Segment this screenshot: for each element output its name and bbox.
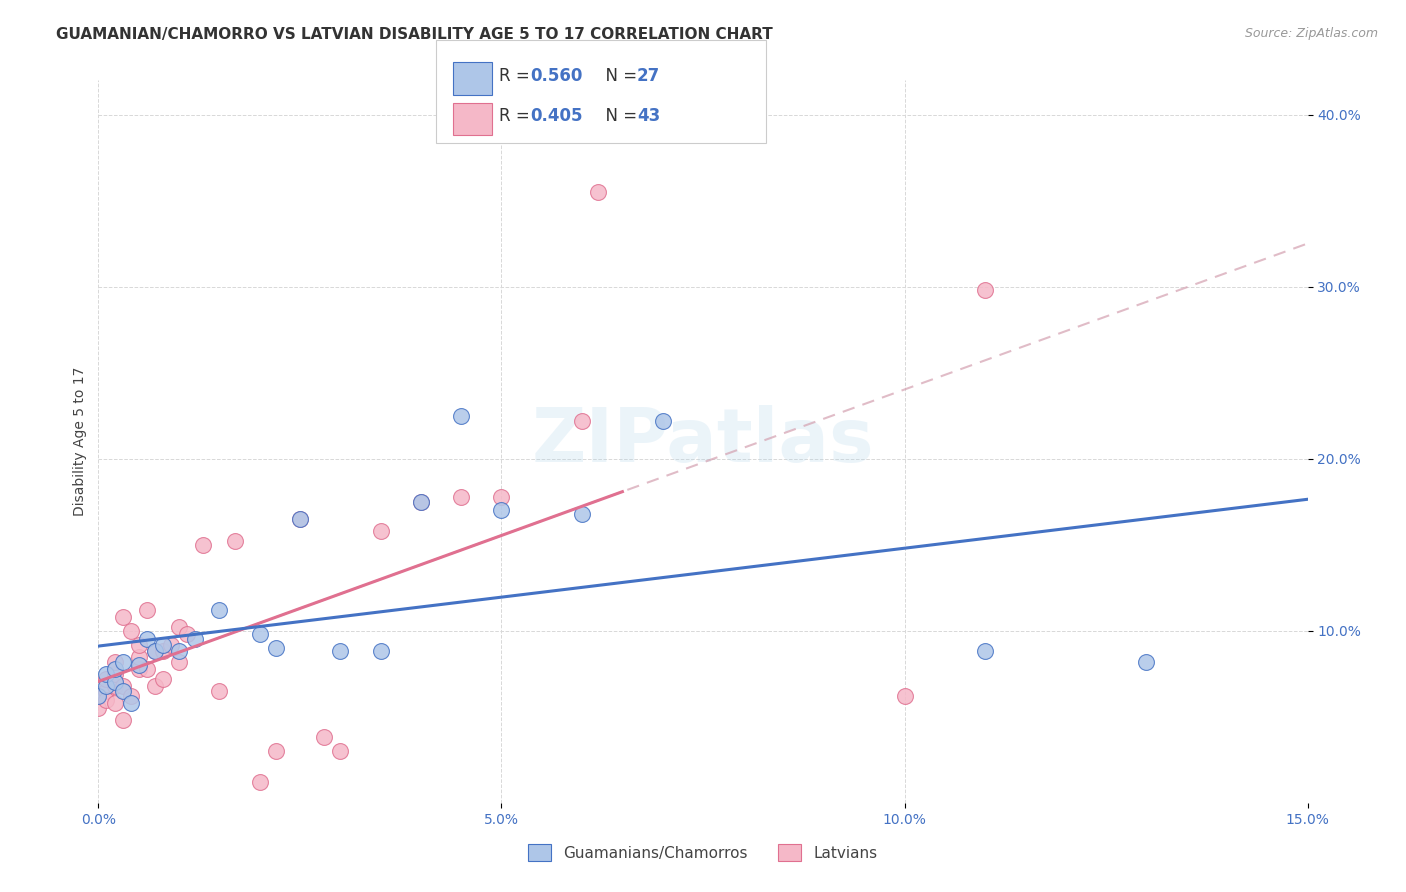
Text: Source: ZipAtlas.com: Source: ZipAtlas.com <box>1244 27 1378 40</box>
Point <box>87 689 110 703</box>
Point <box>128 658 150 673</box>
Point <box>450 409 472 423</box>
Point <box>111 610 134 624</box>
Point <box>167 644 190 658</box>
Point <box>974 283 997 297</box>
Point <box>135 662 157 676</box>
Point <box>111 684 134 698</box>
Point <box>893 689 915 703</box>
Point <box>208 684 231 698</box>
Point <box>96 672 118 686</box>
Text: 27: 27 <box>637 67 661 85</box>
Point <box>288 512 311 526</box>
Point <box>128 638 150 652</box>
Point <box>264 640 287 655</box>
Text: R =: R = <box>499 67 536 85</box>
Point <box>409 494 432 508</box>
Point <box>571 507 593 521</box>
Text: ZIPatlas: ZIPatlas <box>531 405 875 478</box>
Point <box>103 696 125 710</box>
Point <box>288 512 311 526</box>
Text: 0.560: 0.560 <box>530 67 582 85</box>
Point <box>208 603 231 617</box>
Point <box>184 632 207 647</box>
Point <box>111 655 134 669</box>
Point <box>111 679 134 693</box>
Point <box>128 662 150 676</box>
Point <box>450 490 472 504</box>
Text: N =: N = <box>595 67 643 85</box>
Point <box>264 744 287 758</box>
Point <box>193 538 215 552</box>
Point <box>152 644 174 658</box>
Point <box>586 185 609 199</box>
Point <box>87 689 110 703</box>
Point <box>224 534 246 549</box>
Point <box>143 679 166 693</box>
Point <box>103 662 125 676</box>
Point <box>96 692 118 706</box>
Point <box>143 644 166 658</box>
Point <box>329 744 352 758</box>
Point <box>111 713 134 727</box>
Point <box>135 603 157 617</box>
Point <box>103 655 125 669</box>
Point <box>491 490 513 504</box>
Point <box>314 731 336 745</box>
Point <box>176 627 198 641</box>
Point <box>120 624 142 638</box>
Point <box>96 684 118 698</box>
Point <box>249 775 271 789</box>
Point <box>96 679 118 693</box>
Point <box>370 524 392 538</box>
Point <box>103 679 125 693</box>
Point <box>87 701 110 715</box>
Point <box>160 638 183 652</box>
Point <box>651 414 673 428</box>
Point <box>167 655 190 669</box>
Point <box>974 644 997 658</box>
Point <box>103 675 125 690</box>
Point <box>1135 655 1157 669</box>
Point <box>120 689 142 703</box>
Point <box>167 620 190 634</box>
Point <box>143 644 166 658</box>
Point <box>120 696 142 710</box>
Point <box>370 644 392 658</box>
Point <box>152 638 174 652</box>
Point <box>249 627 271 641</box>
Text: N =: N = <box>595 107 643 125</box>
Y-axis label: Disability Age 5 to 17: Disability Age 5 to 17 <box>73 367 87 516</box>
Point <box>103 666 125 681</box>
Point <box>409 494 432 508</box>
Text: 43: 43 <box>637 107 661 125</box>
Text: R =: R = <box>499 107 536 125</box>
Legend: Guamanians/Chamorros, Latvians: Guamanians/Chamorros, Latvians <box>522 838 884 867</box>
Point <box>135 632 157 647</box>
Point <box>571 414 593 428</box>
Text: 0.405: 0.405 <box>530 107 582 125</box>
Point <box>329 644 352 658</box>
Point <box>152 672 174 686</box>
Text: GUAMANIAN/CHAMORRO VS LATVIAN DISABILITY AGE 5 TO 17 CORRELATION CHART: GUAMANIAN/CHAMORRO VS LATVIAN DISABILITY… <box>56 27 773 42</box>
Point <box>491 503 513 517</box>
Point <box>96 666 118 681</box>
Point <box>128 649 150 664</box>
